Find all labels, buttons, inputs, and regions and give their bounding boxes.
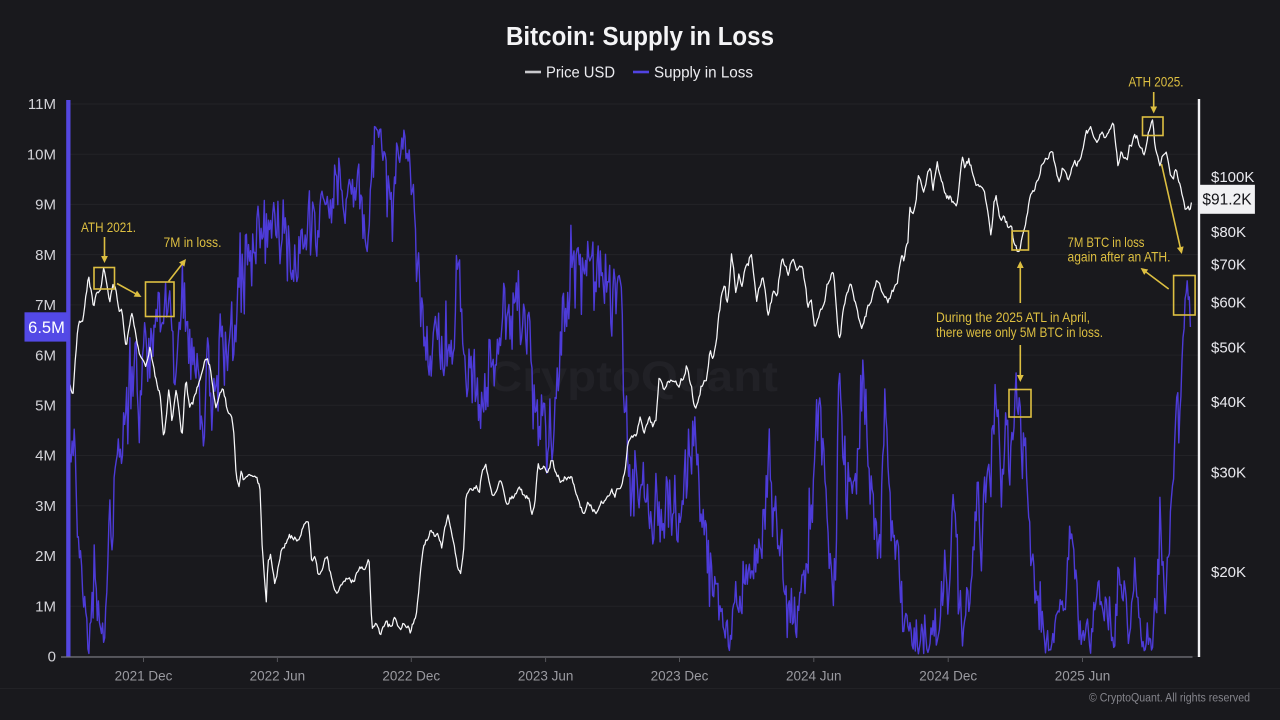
svg-text:$70K: $70K [1211, 257, 1246, 274]
svg-text:CryptoQuant: CryptoQuant [488, 353, 778, 401]
svg-text:10M: 10M [27, 146, 56, 163]
svg-text:1M: 1M [35, 598, 56, 615]
svg-text:2022 Jun: 2022 Jun [250, 669, 306, 684]
svg-text:$30K: $30K [1211, 465, 1246, 482]
svg-text:$60K: $60K [1211, 295, 1246, 312]
svg-text:5M: 5M [35, 398, 56, 415]
svg-text:2023 Dec: 2023 Dec [651, 669, 709, 684]
svg-text:0: 0 [48, 649, 56, 666]
svg-text:$50K: $50K [1211, 339, 1246, 356]
svg-text:2024 Dec: 2024 Dec [919, 669, 977, 684]
svg-text:© CryptoQuant. All rights rese: © CryptoQuant. All rights reserved [1089, 693, 1250, 705]
svg-text:$40K: $40K [1211, 394, 1246, 411]
svg-text:7M: 7M [35, 297, 56, 314]
svg-text:11M: 11M [28, 96, 56, 113]
svg-text:6.5M: 6.5M [28, 319, 65, 337]
svg-text:2021 Dec: 2021 Dec [115, 669, 173, 684]
svg-text:Bitcoin: Supply in Loss: Bitcoin: Supply in Loss [506, 23, 774, 51]
svg-text:2025 Jun: 2025 Jun [1055, 669, 1111, 684]
svg-text:$91.2K: $91.2K [1202, 192, 1252, 209]
svg-text:6M: 6M [35, 347, 56, 364]
svg-text:ATH 2021.: ATH 2021. [81, 220, 136, 235]
svg-text:2022 Dec: 2022 Dec [382, 669, 440, 684]
svg-text:again after an ATH.: again after an ATH. [1068, 250, 1171, 265]
svg-text:4M: 4M [35, 448, 56, 465]
svg-text:8M: 8M [35, 247, 56, 264]
svg-text:$100K: $100K [1211, 169, 1254, 186]
svg-text:9M: 9M [35, 197, 56, 214]
svg-text:ATH 2025.: ATH 2025. [1129, 75, 1184, 90]
svg-text:7M BTC in loss: 7M BTC in loss [1068, 235, 1145, 250]
svg-text:there were only 5M BTC in loss: there were only 5M BTC in loss. [936, 325, 1103, 340]
svg-text:2024 Jun: 2024 Jun [786, 669, 842, 684]
svg-text:Supply in Loss: Supply in Loss [654, 65, 753, 82]
svg-text:7M in loss.: 7M in loss. [164, 235, 222, 250]
svg-text:Price USD: Price USD [546, 65, 615, 82]
svg-text:$20K: $20K [1211, 564, 1246, 581]
svg-text:3M: 3M [35, 498, 56, 515]
svg-text:2023 Jun: 2023 Jun [518, 669, 574, 684]
svg-text:During the 2025 ATL in April,: During the 2025 ATL in April, [936, 310, 1090, 325]
svg-text:2M: 2M [35, 548, 56, 565]
svg-text:$80K: $80K [1211, 224, 1246, 241]
